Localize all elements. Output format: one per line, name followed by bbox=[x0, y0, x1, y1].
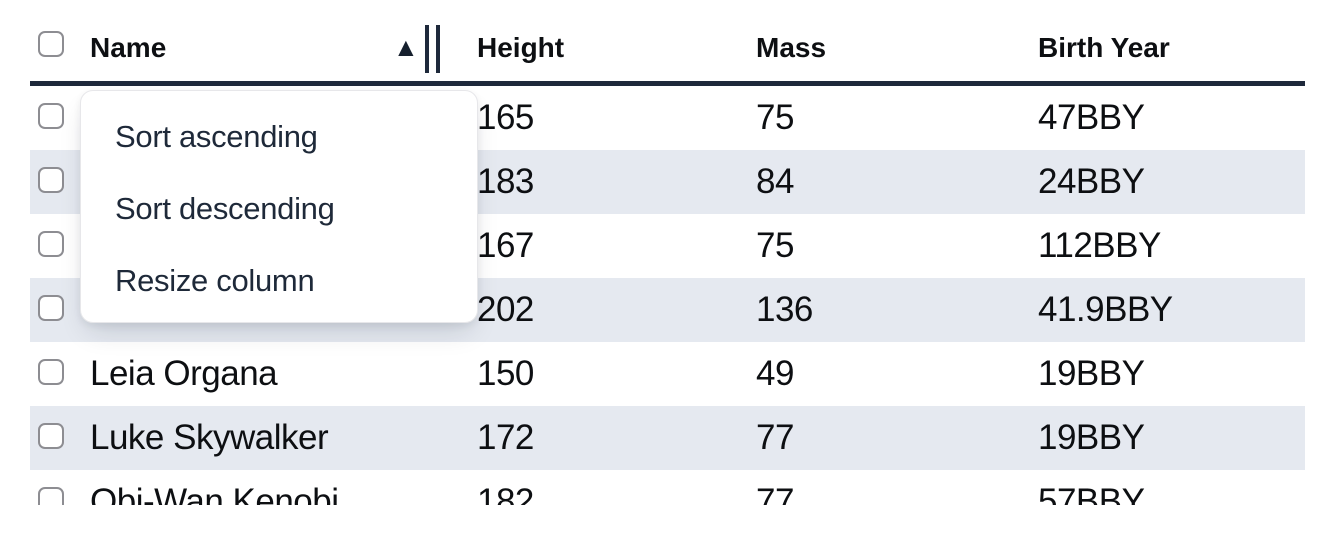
birth-year-cell: 41.9BBY bbox=[1038, 290, 1173, 329]
menu-item-resize-column[interactable]: Resize column bbox=[115, 263, 315, 298]
row-checkbox[interactable] bbox=[38, 231, 64, 257]
select-all-cell bbox=[30, 31, 80, 64]
column-resize-handle[interactable] bbox=[425, 25, 440, 73]
column-header-name[interactable]: Name bbox=[80, 32, 477, 64]
row-checkbox[interactable] bbox=[38, 103, 64, 129]
mass-cell: 77 bbox=[756, 482, 794, 505]
select-all-checkbox[interactable] bbox=[38, 31, 64, 57]
column-header-mass[interactable]: Mass bbox=[756, 32, 1038, 64]
height-cell: 150 bbox=[477, 354, 534, 393]
column-header-height-label: Height bbox=[477, 31, 565, 63]
mass-cell: 136 bbox=[756, 290, 813, 329]
mass-cell: 84 bbox=[756, 162, 794, 201]
table-row: Leia Organa 150 49 19BBY bbox=[30, 342, 1305, 406]
name-cell: Obi-Wan Kenobi bbox=[90, 482, 339, 505]
name-cell: Leia Organa bbox=[90, 354, 278, 393]
table-row: 167 75 112BBY bbox=[30, 214, 1305, 278]
birth-year-cell: 47BBY bbox=[1038, 98, 1145, 137]
mass-cell: 75 bbox=[756, 226, 794, 265]
height-cell: 167 bbox=[477, 226, 534, 265]
column-header-mass-label: Mass bbox=[756, 31, 827, 63]
height-cell: 172 bbox=[477, 418, 534, 457]
row-checkbox[interactable] bbox=[38, 423, 64, 449]
column-header-height[interactable]: Height bbox=[477, 32, 756, 64]
birth-year-cell: 24BBY bbox=[1038, 162, 1145, 201]
birth-year-cell: 19BBY bbox=[1038, 354, 1145, 393]
data-table: Name Height Mass Birth Year ▲ 165 75 47B… bbox=[30, 0, 1305, 505]
birth-year-cell: 19BBY bbox=[1038, 418, 1145, 457]
height-cell: 183 bbox=[477, 162, 534, 201]
height-cell: 182 bbox=[477, 482, 534, 505]
birth-year-cell: 57BBY bbox=[1038, 482, 1145, 505]
mass-cell: 75 bbox=[756, 98, 794, 137]
height-cell: 202 bbox=[477, 290, 534, 329]
sort-ascending-icon: ▲ bbox=[393, 32, 419, 62]
table-body: 165 75 47BBY 183 84 24BBY 167 75 112BBY … bbox=[30, 86, 1305, 505]
row-checkbox[interactable] bbox=[38, 295, 64, 321]
row-checkbox[interactable] bbox=[38, 359, 64, 385]
table-row: Obi-Wan Kenobi 182 77 57BBY bbox=[30, 470, 1305, 505]
row-checkbox[interactable] bbox=[38, 167, 64, 193]
name-cell: Luke Skywalker bbox=[90, 418, 329, 457]
table-header-row: Name Height Mass Birth Year ▲ bbox=[30, 0, 1305, 86]
column-header-birth-year[interactable]: Birth Year bbox=[1038, 32, 1305, 64]
menu-item-sort-ascending[interactable]: Sort ascending bbox=[115, 119, 318, 154]
column-header-name-label: Name bbox=[90, 31, 167, 63]
birth-year-cell: 112BBY bbox=[1038, 226, 1161, 265]
mass-cell: 49 bbox=[756, 354, 794, 393]
height-cell: 165 bbox=[477, 98, 534, 137]
column-header-menu: Sort ascending Sort descending Resize co… bbox=[80, 90, 478, 323]
mass-cell: 77 bbox=[756, 418, 794, 457]
row-checkbox[interactable] bbox=[38, 487, 64, 505]
table-row: 165 75 47BBY bbox=[30, 86, 1305, 150]
menu-item-sort-descending[interactable]: Sort descending bbox=[115, 191, 335, 226]
table-row: Luke Skywalker 172 77 19BBY bbox=[30, 406, 1305, 470]
column-header-birth-year-label: Birth Year bbox=[1038, 31, 1170, 63]
